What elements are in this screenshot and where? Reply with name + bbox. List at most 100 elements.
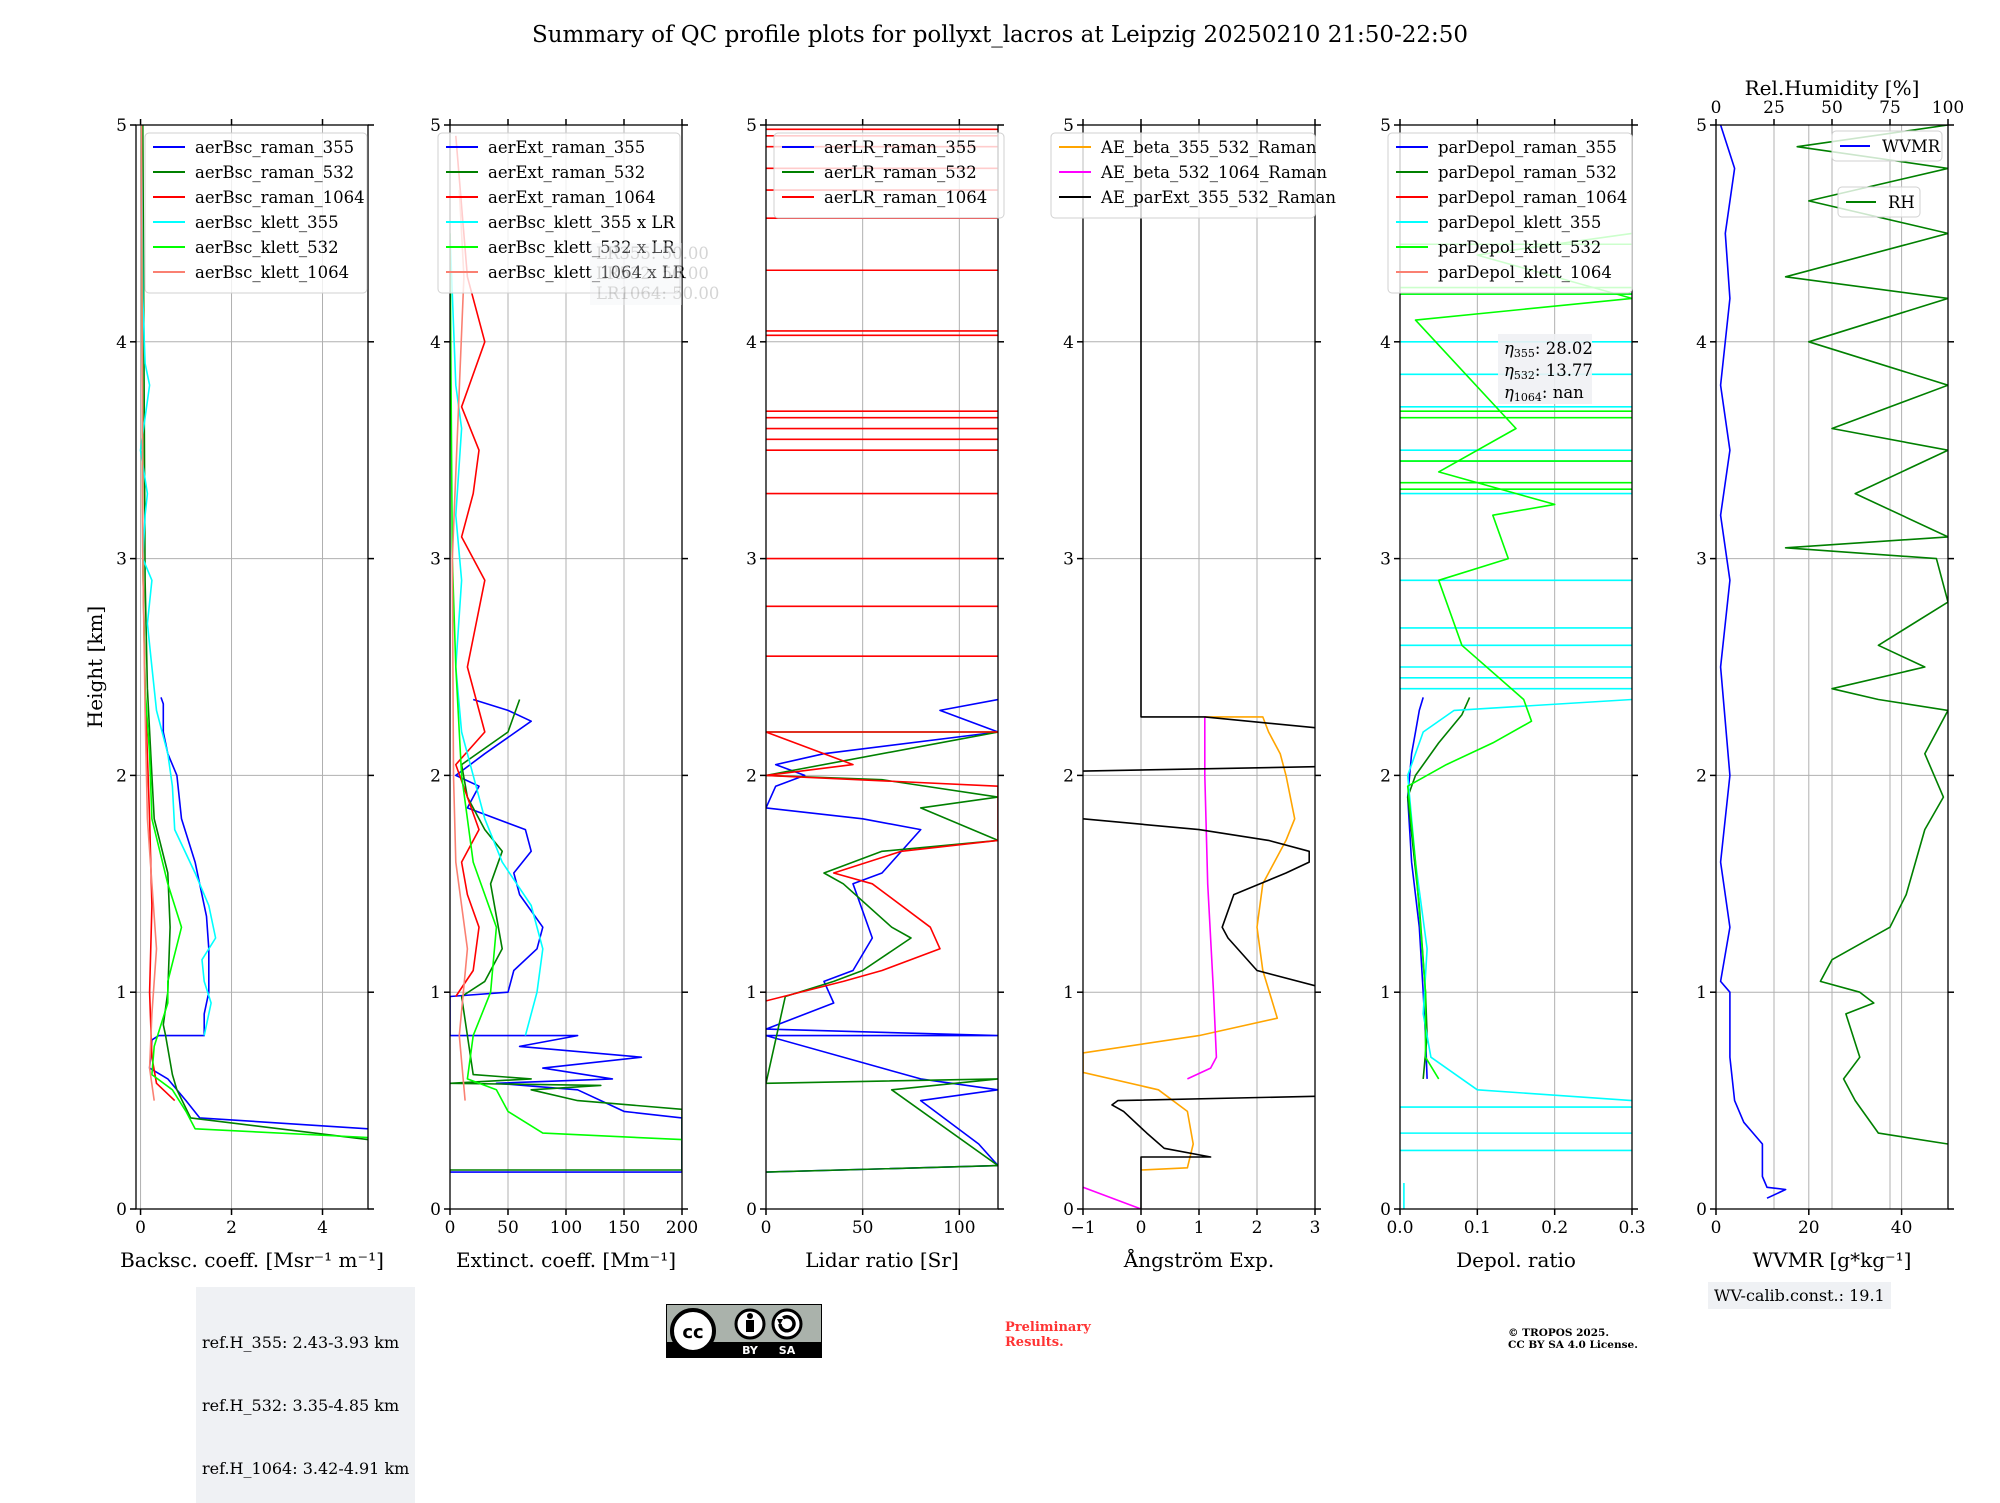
series-line-AE_beta_532_1064_Raman	[1083, 1186, 1142, 1209]
y-tick-label: 4	[1063, 333, 1074, 353]
legend-label: aerBsc_klett_355	[195, 213, 339, 232]
top-tick-label: 25	[1763, 98, 1785, 118]
panel-lidar_ratio: 0 50 100 0 1 2 3 4 5 Lidar ratio [Sr] aerLR_raman_…	[746, 116, 1005, 1272]
series-line-RH	[1784, 125, 1948, 1145]
share-alike-icon	[771, 1308, 803, 1340]
series-line-parDepol_raman_355	[1406, 697, 1428, 1079]
series-group	[450, 135, 682, 1173]
panel-extinction: 0 50 100 150 200 0 1 2 3 4 5 Extinct. coeff. [Mm⁻¹]…	[430, 116, 719, 1272]
legend-label: aerBsc_klett_532 x LR	[488, 238, 675, 257]
series-line-AE_beta_355_532_Raman	[1083, 716, 1296, 1171]
cc-by-sa-license-badge: cc BY SA	[666, 1304, 822, 1358]
y-tick-label: 2	[430, 766, 441, 786]
x-tick-label: 50	[497, 1218, 519, 1238]
legend-box	[1050, 132, 1316, 219]
top-tick-label: 75	[1879, 98, 1901, 118]
y-tick-label: 5	[1696, 116, 1707, 136]
legend-label: parDepol_klett_355	[1438, 213, 1601, 232]
legend-label: aerBsc_klett_1064 x LR	[488, 263, 686, 282]
panel-backscatter: 0 2 4 0 1 2 3 4 5 Backsc. coeff. [Msr⁻¹ m⁻¹] aerBs…	[116, 116, 384, 1272]
series-line-aerExt_raman_355	[450, 698, 682, 1173]
legend-label: aerBsc_klett_1064	[195, 263, 349, 282]
x-axis-label: Extinct. coeff. [Mm⁻¹]	[456, 1248, 676, 1272]
y-tick-label: 1	[116, 983, 127, 1003]
series-line-aerBsc_klett_1064	[140, 125, 158, 1101]
x-tick-label: 1	[1194, 1218, 1205, 1238]
x-tick-label: 150	[608, 1218, 640, 1238]
y-tick-label: 0	[1063, 1200, 1074, 1220]
lidar-ratio-label: LR1064: 50.00	[596, 284, 719, 303]
legend-backscatter: aerBsc_raman_355 aerBsc_raman_532 aerBsc_r…	[144, 132, 368, 294]
x-axis-label: Backsc. coeff. [Msr⁻¹ m⁻¹]	[120, 1248, 384, 1272]
y-axis-label: Height [km]	[83, 606, 107, 728]
ref-height-355: ref.H_355: 2.43-3.93 km	[202, 1333, 400, 1352]
y-tick-label: 3	[1380, 550, 1391, 570]
cc-icon: cc	[670, 1308, 716, 1354]
ref-height-1064: ref.H_1064: 3.42-4.91 km	[202, 1459, 410, 1478]
panel-depol: 0.0 0.1 0.2 0.3 0 1 2 3 4 5 Depol. ratio parDepol_r…	[1380, 116, 1645, 1272]
legend-rh: RH	[1837, 186, 1921, 218]
x-tick-label: 0	[1711, 1218, 1722, 1238]
by-label: BY	[742, 1344, 759, 1357]
top-tick-label: 50	[1821, 98, 1843, 118]
legend-label: parDepol_klett_1064	[1438, 263, 1612, 282]
preliminary-note: Preliminary Results.	[1005, 1320, 1091, 1350]
eta-label: η355: 28.02	[1504, 339, 1593, 360]
legend-label: aerExt_raman_532	[488, 163, 645, 182]
x-tick-label: 4	[317, 1218, 328, 1238]
series-group	[1083, 125, 1315, 1209]
legend-label: WVMR	[1882, 137, 1941, 156]
x-tick-label: 0	[445, 1218, 456, 1238]
x-tick-label: 2	[226, 1218, 237, 1238]
legend-wvmr: WVMR	[1831, 130, 1943, 162]
x-tick-label: 0.3	[1618, 1218, 1645, 1238]
x-tick-label: −1	[1070, 1218, 1095, 1238]
copyright-note: © TROPOS 2025. CC BY SA 4.0 License.	[1508, 1327, 1638, 1351]
series-line-aerBsc_klett_532	[140, 125, 368, 1139]
legend-lidar_ratio: aerLR_raman_355 aerLR_raman_532 aerLR_rama…	[773, 132, 1005, 219]
series-line-AE_parExt_355_532_Raman	[1083, 765, 1315, 772]
series-line-aerBsc_raman_355	[148, 697, 368, 1130]
legend-label: aerLR_raman_1064	[824, 188, 987, 207]
series-line-parDepol_klett_355	[1406, 698, 1632, 1102]
x-tick-label: 0	[1136, 1218, 1147, 1238]
y-tick-label: 3	[116, 550, 127, 570]
legend-label: aerLR_raman_532	[824, 163, 977, 182]
y-tick-label: 3	[1696, 550, 1707, 570]
series-line-aerBsc_klett_355 x LR	[450, 233, 544, 1036]
x-axis-label: WVMR [g*kg⁻¹]	[1753, 1248, 1912, 1272]
y-tick-label: 1	[746, 983, 757, 1003]
legend-label: aerBsc_raman_532	[195, 163, 354, 182]
legend-box	[144, 132, 368, 294]
x-tick-label: 0	[761, 1218, 772, 1238]
series-group	[1719, 125, 1948, 1199]
x-tick-label: 20	[1798, 1218, 1820, 1238]
lidar-ratio-label: LR532: 50.00	[596, 264, 709, 283]
axes-frame	[765, 124, 999, 1210]
x-tick-label: 50	[852, 1218, 874, 1238]
series-line-aerBsc_klett_532 x LR	[450, 233, 682, 1141]
y-tick-label: 2	[116, 766, 127, 786]
series-line-aerExt_raman_532	[450, 699, 682, 1171]
series-line-aerLR_raman_532	[766, 731, 998, 1173]
y-tick-label: 2	[1063, 766, 1074, 786]
legend-label: parDepol_raman_355	[1438, 138, 1617, 157]
x-axis-label: Lidar ratio [Sr]	[805, 1248, 959, 1272]
x-tick-label: 0.2	[1541, 1218, 1568, 1238]
legend-label: aerExt_raman_355	[488, 138, 645, 157]
series-line-AE_beta_532_1064_Raman	[1187, 716, 1218, 1080]
series-line-parDepol_klett_532	[1406, 232, 1632, 1080]
y-tick-label: 1	[1696, 983, 1707, 1003]
y-tick-label: 2	[746, 766, 757, 786]
series-line-AE_parExt_355_532_Raman	[1083, 818, 1315, 987]
x-axis-label: Depol. ratio	[1456, 1248, 1576, 1272]
axes-frame	[1399, 124, 1633, 1210]
top-axis-label: Rel.Humidity [%]	[1745, 76, 1920, 100]
copyright-line-2: CC BY SA 4.0 License.	[1508, 1339, 1638, 1351]
series-line-WVMR	[1719, 125, 1787, 1199]
eta-label: η532: 13.77	[1504, 361, 1593, 382]
y-tick-label: 1	[1380, 983, 1391, 1003]
